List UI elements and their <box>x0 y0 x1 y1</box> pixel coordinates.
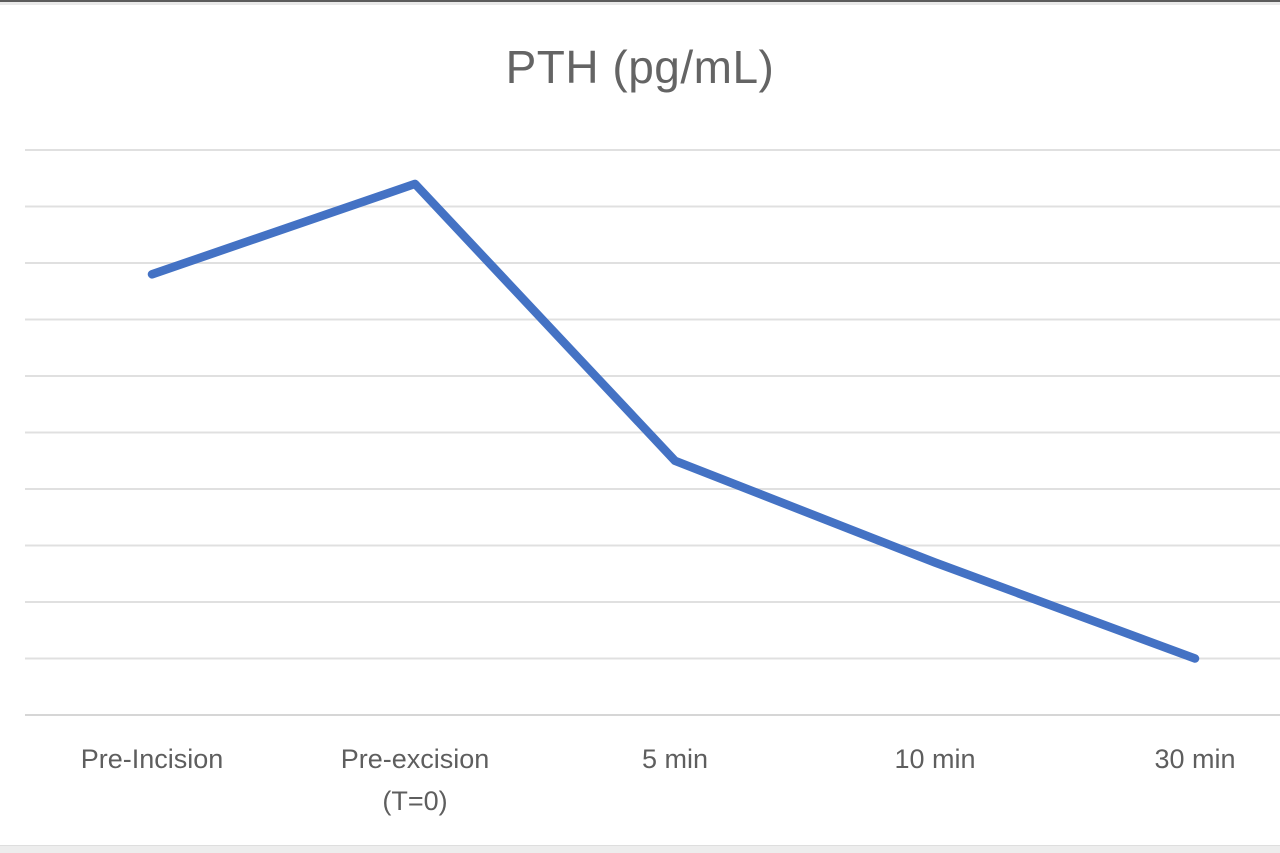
x-tick-pre-excision: Pre-excision (T=0) <box>255 738 575 822</box>
x-tick-pre-incision: Pre-Incision <box>0 738 312 780</box>
pth-series-line <box>147 179 1200 663</box>
top-edge-border <box>0 0 1280 5</box>
x-tick-label-text: Pre-excision <box>340 744 490 774</box>
x-tick-label-text: 30 min <box>1154 744 1236 774</box>
chart-title: PTH (pg/mL) <box>505 41 775 93</box>
x-tick-label-text: Pre-Incision <box>80 744 224 774</box>
bottom-edge-strip <box>0 845 1280 853</box>
x-tick-label-subtext: (T=0) <box>382 786 448 816</box>
x-tick-label-text: 10 min <box>894 744 976 774</box>
x-tick-30-min: 30 min <box>1035 738 1280 780</box>
x-tick-10-min: 10 min <box>775 738 1095 780</box>
x-tick-5-min: 5 min <box>515 738 835 780</box>
x-tick-label-text: 5 min <box>641 744 709 774</box>
